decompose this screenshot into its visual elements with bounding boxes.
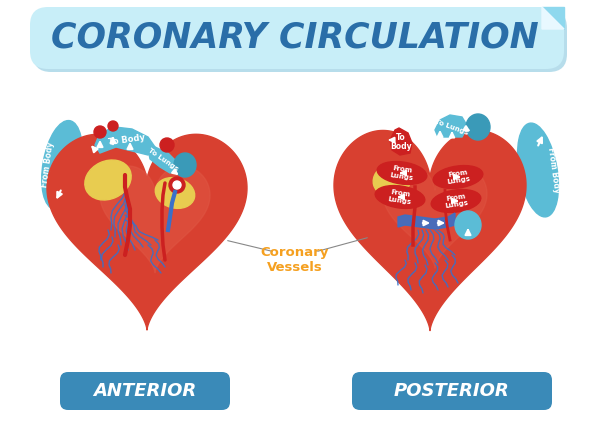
Text: To
Body: To Body bbox=[390, 133, 412, 151]
FancyBboxPatch shape bbox=[30, 7, 564, 69]
Circle shape bbox=[169, 177, 185, 193]
Circle shape bbox=[173, 181, 181, 189]
Polygon shape bbox=[390, 128, 412, 155]
Text: From
Lungs: From Lungs bbox=[388, 189, 413, 205]
Ellipse shape bbox=[433, 166, 483, 188]
Text: Coronary
Vessels: Coronary Vessels bbox=[261, 246, 329, 274]
Text: From Body: From Body bbox=[40, 142, 56, 188]
Ellipse shape bbox=[174, 153, 196, 177]
Text: To Body: To Body bbox=[108, 133, 146, 147]
Text: From
Lungs: From Lungs bbox=[443, 193, 469, 209]
Text: From
Lungs: From Lungs bbox=[389, 165, 415, 181]
FancyBboxPatch shape bbox=[352, 372, 552, 410]
Ellipse shape bbox=[431, 190, 481, 212]
Polygon shape bbox=[435, 115, 468, 137]
Ellipse shape bbox=[155, 178, 195, 208]
Polygon shape bbox=[398, 213, 455, 229]
Polygon shape bbox=[334, 130, 526, 331]
Polygon shape bbox=[542, 7, 564, 29]
FancyBboxPatch shape bbox=[60, 372, 230, 410]
Ellipse shape bbox=[42, 121, 82, 210]
Text: To Lungs: To Lungs bbox=[147, 147, 179, 173]
Ellipse shape bbox=[377, 162, 427, 184]
Ellipse shape bbox=[518, 123, 559, 217]
Polygon shape bbox=[383, 166, 487, 268]
Text: From
Lungs: From Lungs bbox=[445, 169, 470, 185]
Ellipse shape bbox=[373, 164, 411, 196]
Text: ANTERIOR: ANTERIOR bbox=[94, 382, 197, 400]
Text: CORONARY CIRCULATION: CORONARY CIRCULATION bbox=[51, 21, 539, 55]
Circle shape bbox=[94, 126, 106, 138]
Text: POSTERIOR: POSTERIOR bbox=[394, 382, 510, 400]
FancyBboxPatch shape bbox=[33, 10, 567, 72]
Polygon shape bbox=[542, 7, 564, 29]
Polygon shape bbox=[47, 134, 247, 330]
Ellipse shape bbox=[375, 186, 425, 208]
Text: To Lungs: To Lungs bbox=[434, 118, 470, 136]
Text: From Body: From Body bbox=[547, 146, 562, 194]
Ellipse shape bbox=[466, 114, 490, 140]
Polygon shape bbox=[148, 147, 178, 173]
Ellipse shape bbox=[455, 211, 481, 239]
Circle shape bbox=[160, 138, 174, 152]
Polygon shape bbox=[100, 166, 210, 273]
Ellipse shape bbox=[85, 160, 131, 200]
Circle shape bbox=[108, 121, 118, 131]
Polygon shape bbox=[95, 127, 155, 155]
